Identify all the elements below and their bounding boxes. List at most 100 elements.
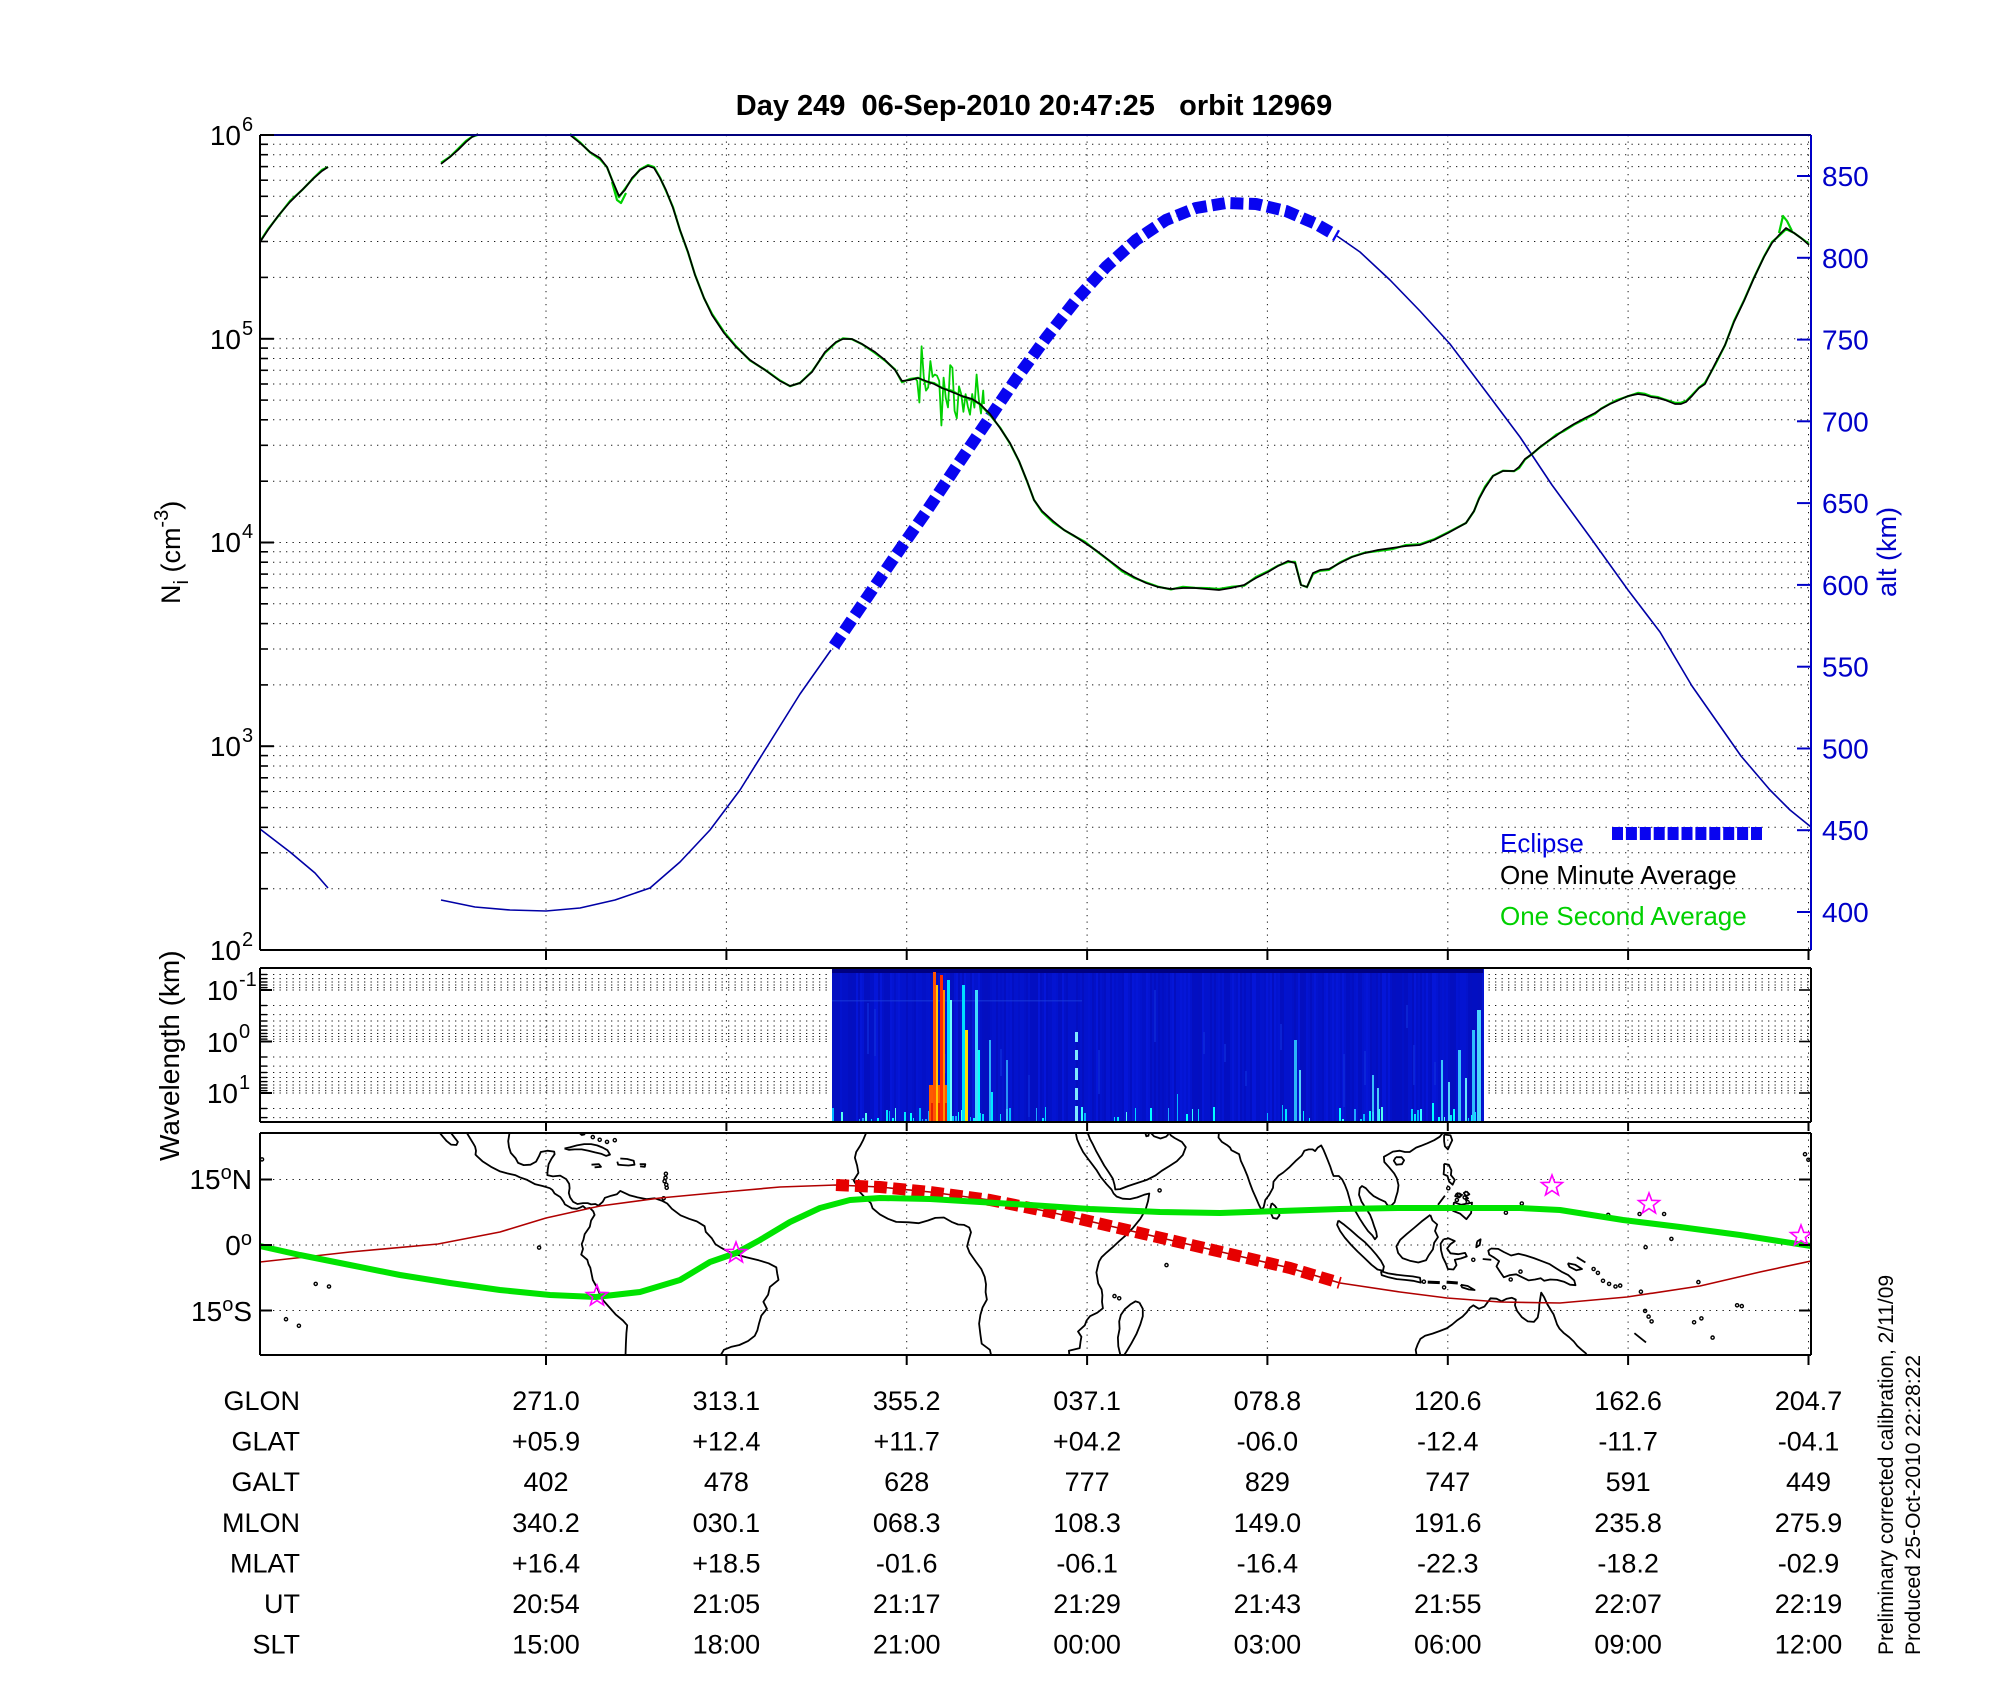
svg-text:21:43: 21:43 [1234,1589,1302,1619]
svg-text:402: 402 [523,1467,568,1497]
svg-text:162.6: 162.6 [1594,1386,1662,1416]
svg-text:591: 591 [1606,1467,1651,1497]
svg-text:MLON: MLON [222,1508,300,1538]
svg-text:+11.7: +11.7 [874,1427,940,1457]
svg-text:500: 500 [1822,734,1869,765]
svg-text:600: 600 [1822,570,1869,601]
svg-text:21:17: 21:17 [873,1589,941,1619]
svg-text:650: 650 [1822,488,1869,519]
svg-text:3: 3 [242,725,253,747]
svg-text:10: 10 [210,527,241,558]
svg-text:6: 6 [242,114,253,136]
svg-text:850: 850 [1822,161,1869,192]
svg-text:21:29: 21:29 [1053,1589,1121,1619]
svg-text:750: 750 [1822,325,1869,356]
svg-text:00:00: 00:00 [1053,1630,1121,1660]
svg-text:120.6: 120.6 [1414,1386,1482,1416]
svg-text:450: 450 [1822,815,1869,846]
svg-text:400: 400 [1822,897,1869,928]
svg-text:15oS: 15oS [191,1294,252,1327]
svg-text:10: 10 [210,120,241,151]
svg-text:-22.3: -22.3 [1417,1548,1479,1578]
svg-text:10: 10 [207,1027,238,1058]
svg-text:Produced 25-Oct-2010 22:28:22: Produced 25-Oct-2010 22:28:22 [1902,1355,1925,1655]
svg-text:10: 10 [210,324,241,355]
svg-text:313.1: 313.1 [693,1386,761,1416]
svg-text:-1: -1 [239,969,257,991]
svg-text:18:00: 18:00 [693,1630,761,1660]
svg-text:191.6: 191.6 [1414,1508,1482,1538]
svg-text:One Minute Average: One Minute Average [1500,860,1737,890]
svg-text:21:55: 21:55 [1414,1589,1482,1619]
svg-text:10: 10 [210,935,241,966]
svg-text:078.8: 078.8 [1234,1386,1302,1416]
svg-text:340.2: 340.2 [512,1508,580,1538]
svg-text:829: 829 [1245,1467,1290,1497]
svg-text:747: 747 [1425,1467,1470,1497]
svg-text:alt (km): alt (km) [1872,507,1902,597]
svg-text:5: 5 [242,318,253,340]
svg-text:068.3: 068.3 [873,1508,941,1538]
svg-text:+16.4: +16.4 [512,1548,580,1578]
svg-text:GLON: GLON [223,1386,300,1416]
svg-text:2: 2 [242,929,253,951]
svg-text:-12.4: -12.4 [1417,1427,1479,1457]
svg-text:GLAT: GLAT [231,1427,300,1457]
svg-text:-01.6: -01.6 [876,1548,938,1578]
svg-text:Day 249 06-Sep-2010 20:47:25: Day 249 06-Sep-2010 20:47:25 orbit 12969 [736,90,1332,122]
svg-text:108.3: 108.3 [1053,1508,1121,1538]
svg-text:550: 550 [1822,652,1869,683]
svg-text:0: 0 [239,1021,250,1043]
svg-text:10: 10 [207,1078,238,1109]
svg-text:-02.9: -02.9 [1778,1548,1840,1578]
svg-text:20:54: 20:54 [512,1589,580,1619]
svg-text:22:07: 22:07 [1594,1589,1662,1619]
svg-text:15:00: 15:00 [512,1630,580,1660]
svg-text:21:05: 21:05 [693,1589,761,1619]
svg-text:4: 4 [242,521,253,543]
svg-text:-18.2: -18.2 [1597,1548,1659,1578]
svg-text:-16.4: -16.4 [1237,1548,1299,1578]
svg-text:UT: UT [264,1589,300,1619]
svg-text:-06.1: -06.1 [1056,1548,1118,1578]
svg-text:478: 478 [704,1467,749,1497]
svg-text:0o: 0o [225,1228,252,1261]
svg-text:275.9: 275.9 [1775,1508,1843,1538]
svg-text:+12.4: +12.4 [692,1427,760,1457]
svg-text:1: 1 [239,1072,250,1094]
svg-text:449: 449 [1786,1467,1831,1497]
svg-text:03:00: 03:00 [1234,1630,1302,1660]
svg-text:15oN: 15oN [189,1162,252,1195]
svg-text:10: 10 [207,975,238,1006]
svg-text:+18.5: +18.5 [692,1548,760,1578]
svg-text:GALT: GALT [231,1467,300,1497]
svg-text:628: 628 [884,1467,929,1497]
svg-text:Ni (cm-3): Ni (cm-3) [151,501,193,604]
svg-text:MLAT: MLAT [230,1548,300,1578]
svg-text:22:19: 22:19 [1775,1589,1843,1619]
svg-text:SLT: SLT [252,1630,300,1660]
svg-text:271.0: 271.0 [512,1386,580,1416]
svg-text:09:00: 09:00 [1594,1630,1662,1660]
svg-text:037.1: 037.1 [1053,1386,1121,1416]
svg-text:777: 777 [1065,1467,1110,1497]
svg-text:149.0: 149.0 [1234,1508,1302,1538]
svg-text:030.1: 030.1 [693,1508,761,1538]
svg-text:-04.1: -04.1 [1778,1427,1840,1457]
svg-text:-11.7: -11.7 [1598,1427,1658,1457]
svg-text:21:00: 21:00 [873,1630,941,1660]
svg-text:+05.9: +05.9 [512,1427,580,1457]
svg-text:800: 800 [1822,243,1869,274]
svg-text:-06.0: -06.0 [1237,1427,1299,1457]
svg-text:355.2: 355.2 [873,1386,941,1416]
svg-text:204.7: 204.7 [1775,1386,1843,1416]
svg-text:235.8: 235.8 [1594,1508,1662,1538]
svg-text:700: 700 [1822,406,1869,437]
svg-text:+04.2: +04.2 [1053,1427,1121,1457]
svg-text:Wavelength (km): Wavelength (km) [154,950,185,1161]
svg-text:Preliminary corrected calibrat: Preliminary corrected calibration, 2/11/… [1875,1275,1898,1655]
svg-text:06:00: 06:00 [1414,1630,1482,1660]
svg-text:Eclipse: Eclipse [1500,828,1584,858]
svg-text:10: 10 [210,731,241,762]
svg-text:One Second Average: One Second Average [1500,901,1747,931]
